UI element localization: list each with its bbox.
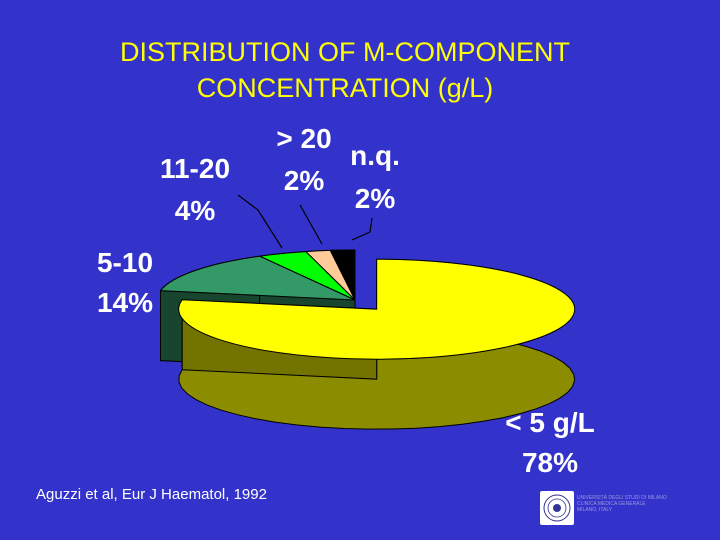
slice-value-nq: 2% [355,183,396,214]
slice-label-nq: n.q. [350,140,400,171]
pie-slice-5-g-l [178,258,576,360]
slice-label-gt-20: > 20 [276,123,331,154]
chart-title: DISTRIBUTION OF M-COMPONENT CONCENTRATIO… [0,34,690,106]
chart-title-line-2: CONCENTRATION (g/L) [196,73,494,103]
slice-label-11-20: 11-20 [160,153,230,184]
slice-label-5-10: 5-10 [97,247,153,278]
logo-caption-line: UNIVERSITÀ DEGLI STUDI DI MILANO [577,495,667,501]
chart-title-line-1: DISTRIBUTION OF M-COMPONENT [120,37,570,67]
pie-slice-5-10 [159,255,356,301]
leader-line-nq [351,217,373,241]
seal-icon [543,494,571,522]
logo-caption: UNIVERSITÀ DEGLI STUDI DI MILANO CLINICA… [577,495,697,513]
logo-caption-line: MILANO, ITALY [577,507,613,513]
slice-value-11-20: 4% [175,195,216,226]
slice-value-lt-5: 78% [522,447,578,478]
slice-label-lt-5: < 5 g/L [505,407,594,438]
slice-value-gt-20: 2% [284,165,325,196]
slice-value-5-10: 14% [97,287,153,318]
logo-caption-line: CLINICA MEDICA GENERALE [577,501,646,507]
citation: Aguzzi et al, Eur J Haematol, 1992 [36,486,267,503]
leader-line-gt-20 [299,204,323,245]
leader-line-11-20 [237,194,283,249]
university-seal-logo [540,491,574,525]
